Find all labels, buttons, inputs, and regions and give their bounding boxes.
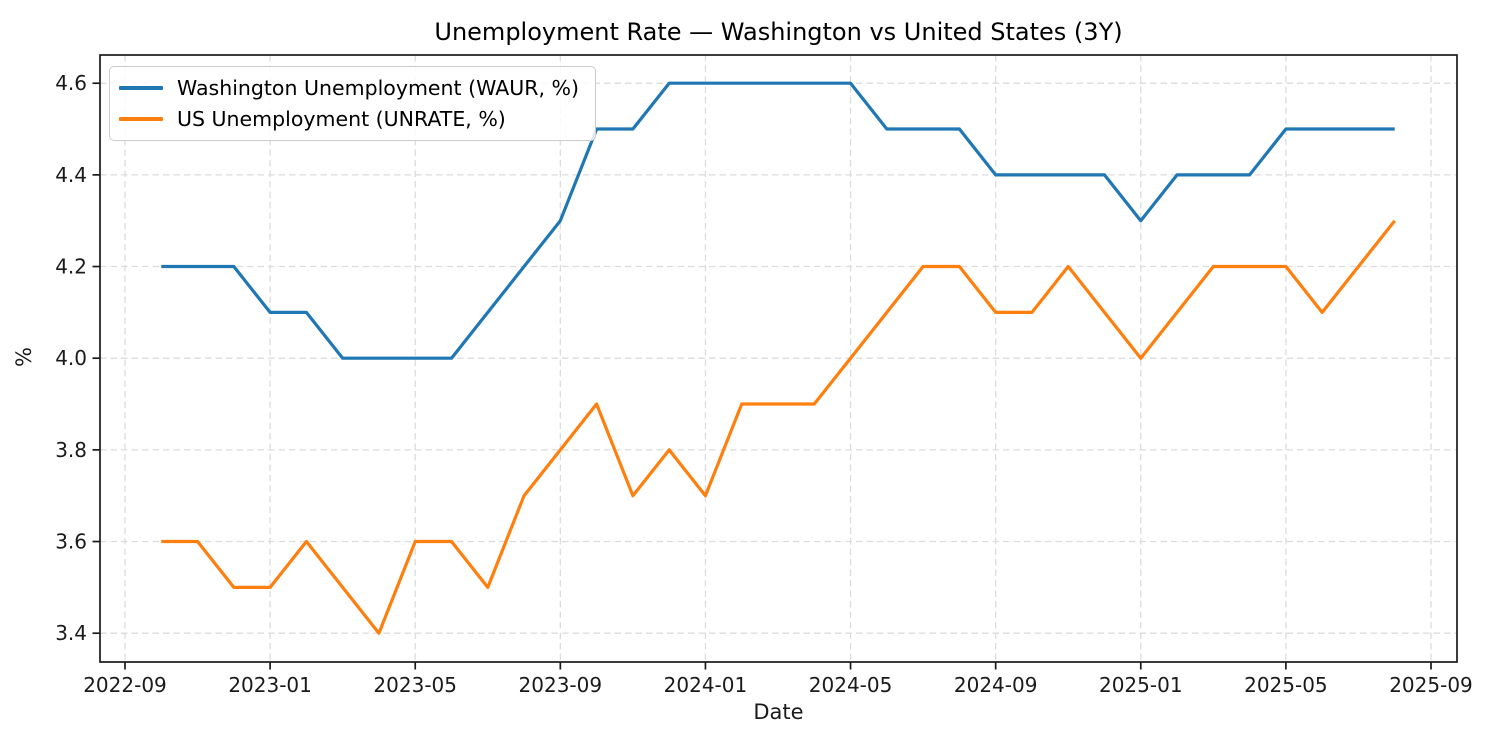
legend: Washington Unemployment (WAUR, %) US Une…: [109, 66, 597, 141]
x-tick-label: 2024-09: [954, 673, 1038, 697]
x-tick-label: 2023-09: [519, 673, 603, 697]
x-tick-label: 2025-01: [1099, 673, 1183, 697]
y-tick-label: 4.4: [55, 163, 87, 187]
x-tick-label: 2024-05: [809, 673, 893, 697]
x-axis-label: Date: [753, 700, 804, 724]
x-tick-label: 2023-01: [228, 673, 312, 697]
legend-label-us: US Unemployment (UNRATE, %): [177, 107, 506, 131]
x-tick-label: 2022-09: [83, 673, 167, 697]
gridlines: [100, 55, 1457, 662]
chart-title: Unemployment Rate — Washington vs United…: [434, 18, 1123, 46]
x-tick-label: 2025-05: [1244, 673, 1328, 697]
legend-item-washington: Washington Unemployment (WAUR, %): [119, 76, 579, 100]
tick-labels: 2022-09 2023-01 2023-05 2023-09 2024-01 2024-…: [55, 71, 1473, 697]
legend-swatch-washington-icon: [119, 86, 163, 90]
x-tick-label: 2024-01: [664, 673, 748, 697]
y-tick-label: 3.4: [55, 621, 87, 645]
y-tick-label: 4.0: [55, 346, 87, 370]
legend-item-us: US Unemployment (UNRATE, %): [119, 107, 579, 131]
y-tick-label: 4.6: [55, 71, 87, 95]
legend-swatch-us-icon: [119, 117, 163, 121]
y-tick-label: 4.2: [55, 255, 87, 279]
x-tick-label: 2023-05: [373, 673, 457, 697]
us-series-line: [161, 219, 1396, 635]
y-axis-label: %: [11, 347, 36, 367]
x-tick-label: 2025-09: [1389, 673, 1473, 697]
ticks: [92, 82, 1432, 670]
y-tick-label: 3.6: [55, 530, 87, 554]
y-tick-label: 3.8: [55, 438, 87, 462]
washington-series-line: [161, 81, 1395, 360]
legend-label-washington: Washington Unemployment (WAUR, %): [177, 76, 580, 100]
